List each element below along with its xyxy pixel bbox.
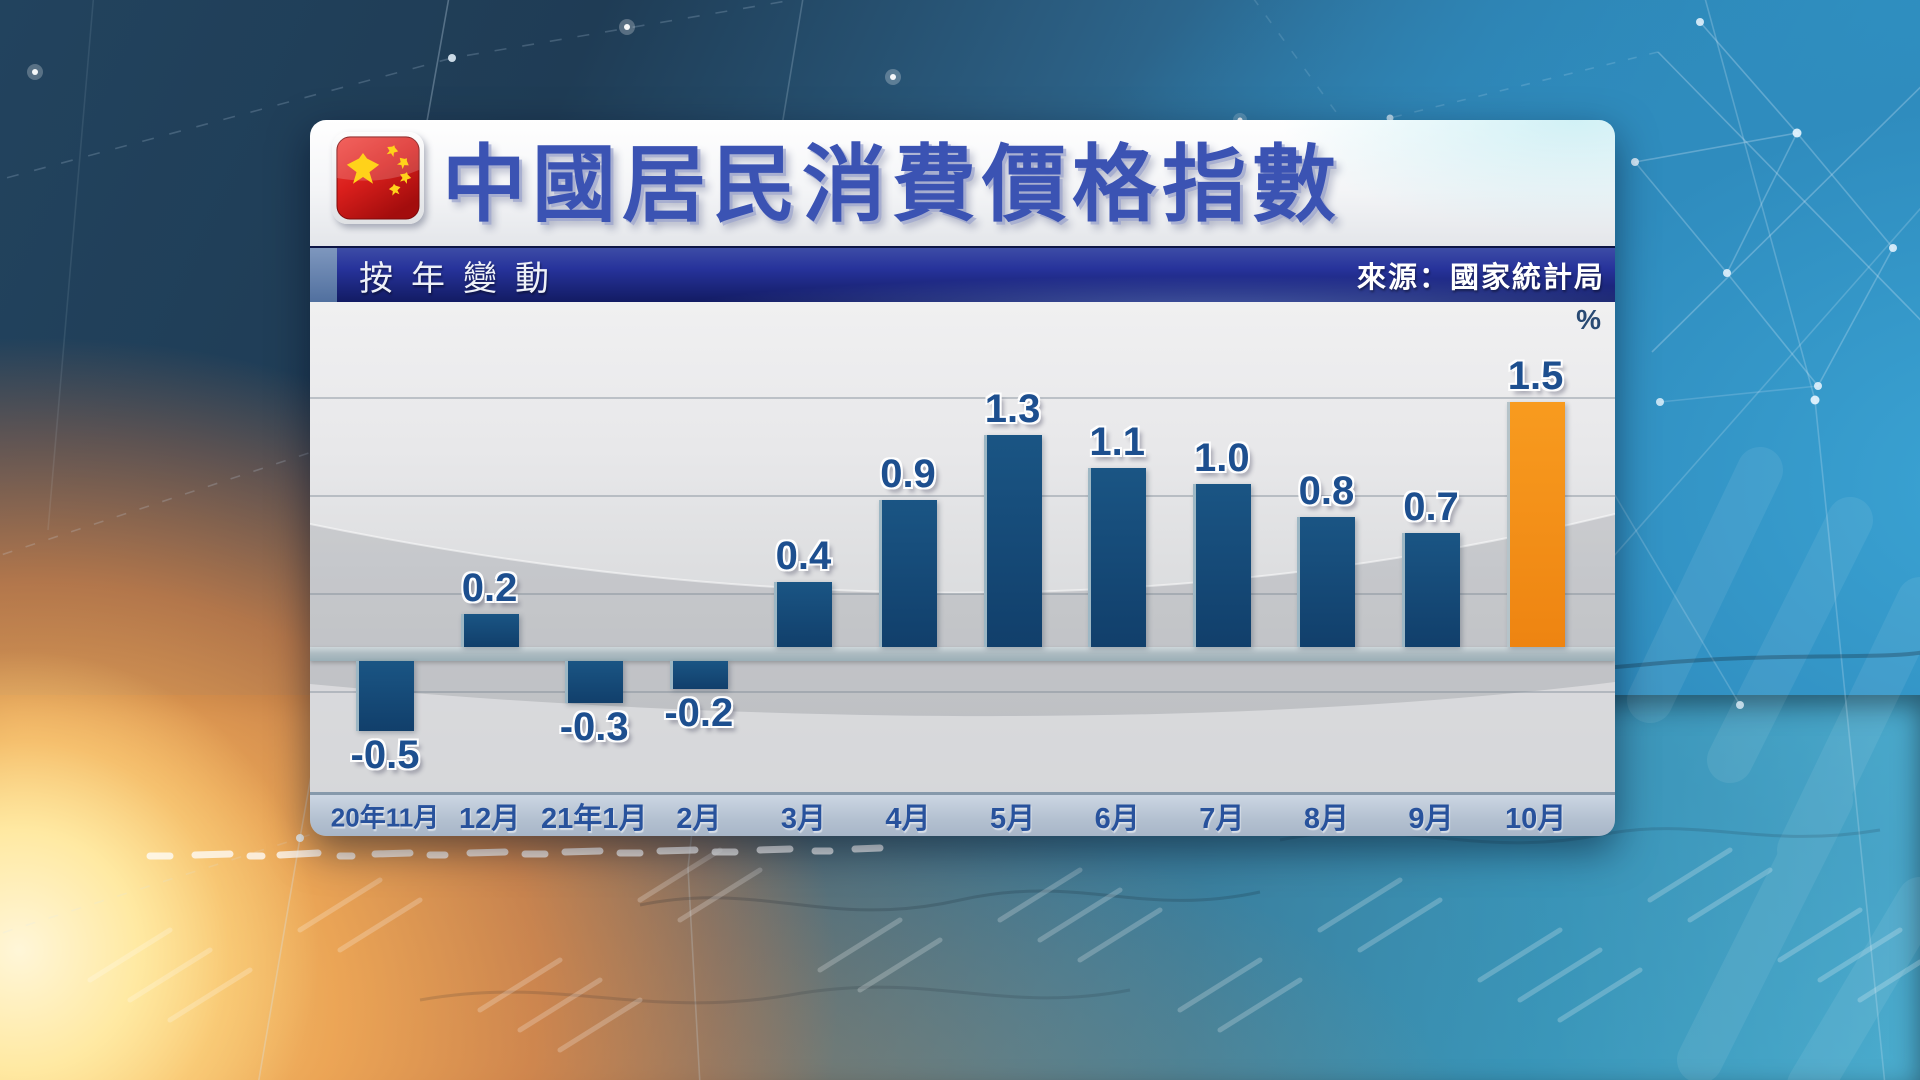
bar-12月 [460, 614, 519, 647]
bar-5月 [983, 435, 1042, 647]
accent-square [310, 248, 337, 302]
subtitle-bar: 按年變動 來源：國家統計局 [310, 246, 1615, 302]
x-axis-label: 10月 [1504, 802, 1567, 835]
bar-value-label: 0.7 [1403, 485, 1459, 529]
x-axis-label: 7月 [1199, 802, 1245, 835]
unit-label: % [1576, 304, 1601, 335]
bar-9月 [1402, 533, 1460, 647]
gridline [310, 691, 1615, 693]
bar-10月 [1506, 402, 1565, 647]
bar-value-label: -0.2 [664, 691, 734, 735]
bar-value-label: 0.8 [1298, 469, 1355, 513]
bar-20年11月 [356, 661, 414, 731]
source-label: 來源：國家統計局 [1356, 262, 1605, 294]
bar-value-label: -0.3 [559, 705, 629, 749]
x-axis-label: 6月 [1094, 802, 1140, 835]
bar-value-label: 1.0 [1193, 436, 1250, 480]
bar-value-label: 1.1 [1089, 420, 1145, 464]
bar-6月 [1088, 468, 1147, 647]
china-flag-icon [332, 132, 424, 224]
bar-7月 [1192, 484, 1251, 647]
bar-value-label: 0.9 [880, 452, 936, 496]
bar-value-label: 0.4 [775, 534, 832, 578]
bar-value-label: -0.5 [350, 733, 420, 777]
x-axis-label: 8月 [1303, 802, 1349, 835]
bar-2月 [669, 661, 728, 689]
title-bar: 中國居民消費價格指數 [310, 120, 1615, 246]
bar-8月 [1297, 517, 1356, 647]
bar-21年1月 [565, 661, 624, 703]
bar-value-label: 0.2 [461, 566, 518, 610]
bar-3月 [774, 582, 833, 647]
plot-area: % -0.5 0.2 -0.3 -0.2 0.4 0.9 1.3 1.1 1.0 0.8 0.7 1.… [310, 302, 1615, 792]
x-axis-label: 3月 [780, 802, 826, 835]
x-axis-label: 20年11月 [330, 802, 440, 832]
bar-4月 [879, 500, 937, 647]
x-axis-label: 21年1月 [540, 802, 648, 835]
bar-value-label: 1.5 [1507, 354, 1564, 398]
x-axis-label: 4月 [885, 802, 931, 835]
chart-title: 中國居民消費價格指數 [442, 137, 1343, 232]
x-axis-label: 12月 [458, 802, 521, 835]
x-axis-strip: 20年11月 12月 21年1月 2月 3月 4月 5月 6月 7月 8月 9月 10月 [310, 792, 1615, 836]
gridline [310, 397, 1615, 399]
infographic-panel: 中國居民消費價格指數 按年變動 來源：國家統計局 % -0.5 0.2 -0.3 -0… [310, 120, 1615, 836]
zero-axis-line [310, 647, 1615, 661]
x-axis-label: 2月 [676, 802, 722, 835]
bar-value-label: 1.3 [984, 387, 1041, 431]
chart-subtitle: 按年變動 [359, 259, 567, 298]
x-axis-label: 9月 [1408, 802, 1454, 835]
x-axis-label: 5月 [990, 802, 1036, 835]
